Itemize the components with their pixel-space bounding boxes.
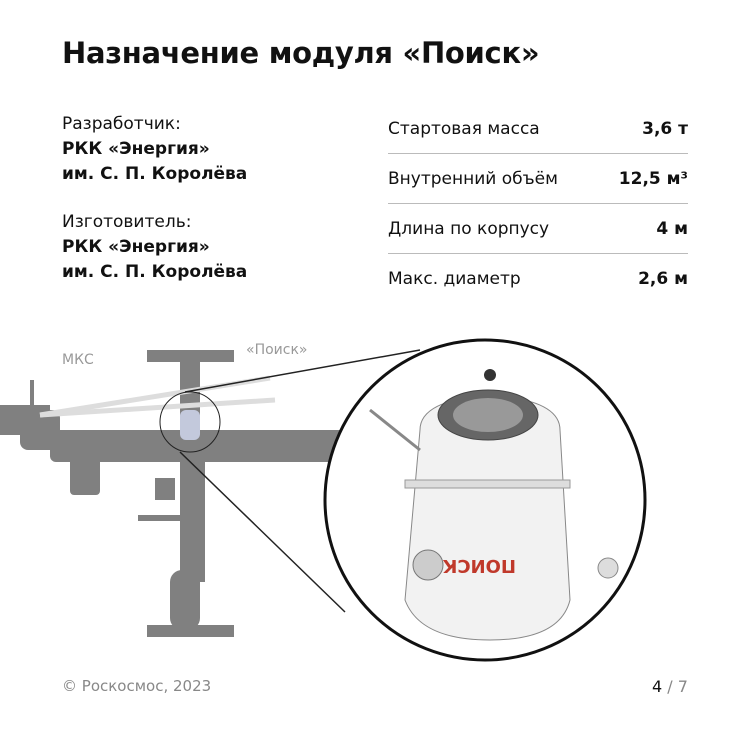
module-text: ПОИСК (442, 555, 516, 576)
spec-row: Внутренний объём 12,5 м³ (388, 154, 688, 204)
spec-label: Макс. диаметр (388, 268, 521, 289)
page-title: Назначение модуля «Поиск» (62, 36, 540, 70)
spec-row: Длина по корпусу 4 м (388, 204, 688, 254)
spec-value: 4 м (656, 218, 688, 239)
manufacturer-name-2: им. С. П. Королёва (62, 262, 248, 282)
poisk-module (369, 369, 619, 641)
poisk-highlight (180, 410, 200, 440)
spec-value: 2,6 м (638, 268, 688, 289)
developer-name: РКК «Энергия» (62, 139, 210, 159)
manufacturer-name: РКК «Энергия» (62, 237, 210, 257)
highlight-circle (159, 391, 221, 453)
arm (39, 375, 276, 418)
spec-row: Стартовая масса 3,6 т (388, 104, 688, 154)
spec-label: Внутренний объём (388, 168, 558, 189)
manufacturer-label: Изготовитель: (62, 212, 192, 232)
spec-value: 3,6 т (642, 118, 688, 139)
page-current: 4 (652, 677, 663, 696)
iss-silhouette (0, 350, 350, 637)
spec-label: Длина по корпусу (388, 218, 550, 239)
spec-value: 12,5 м³ (618, 168, 688, 189)
spec-row: Макс. диаметр 2,6 м (388, 254, 688, 303)
copyright: © Роскосмос, 2023 (62, 677, 212, 695)
page-total: / 7 (667, 677, 688, 696)
iss-label: МКС (62, 352, 94, 368)
manufacturer-block: Изготовитель: РКК «Энергия» им. С. П. Ко… (62, 210, 247, 285)
developer-label: Разработчик: (62, 114, 181, 134)
pagination: 4 / 7 (652, 677, 688, 696)
developer-block: Разработчик: РКК «Энергия» им. С. П. Кор… (62, 112, 247, 187)
developer-name-2: им. С. П. Королёва (62, 164, 248, 184)
spec-label: Стартовая масса (388, 118, 540, 139)
specs-table: Стартовая масса 3,6 т Внутренний объём 12,… (388, 104, 688, 303)
module-label: «Поиск» (246, 342, 308, 358)
